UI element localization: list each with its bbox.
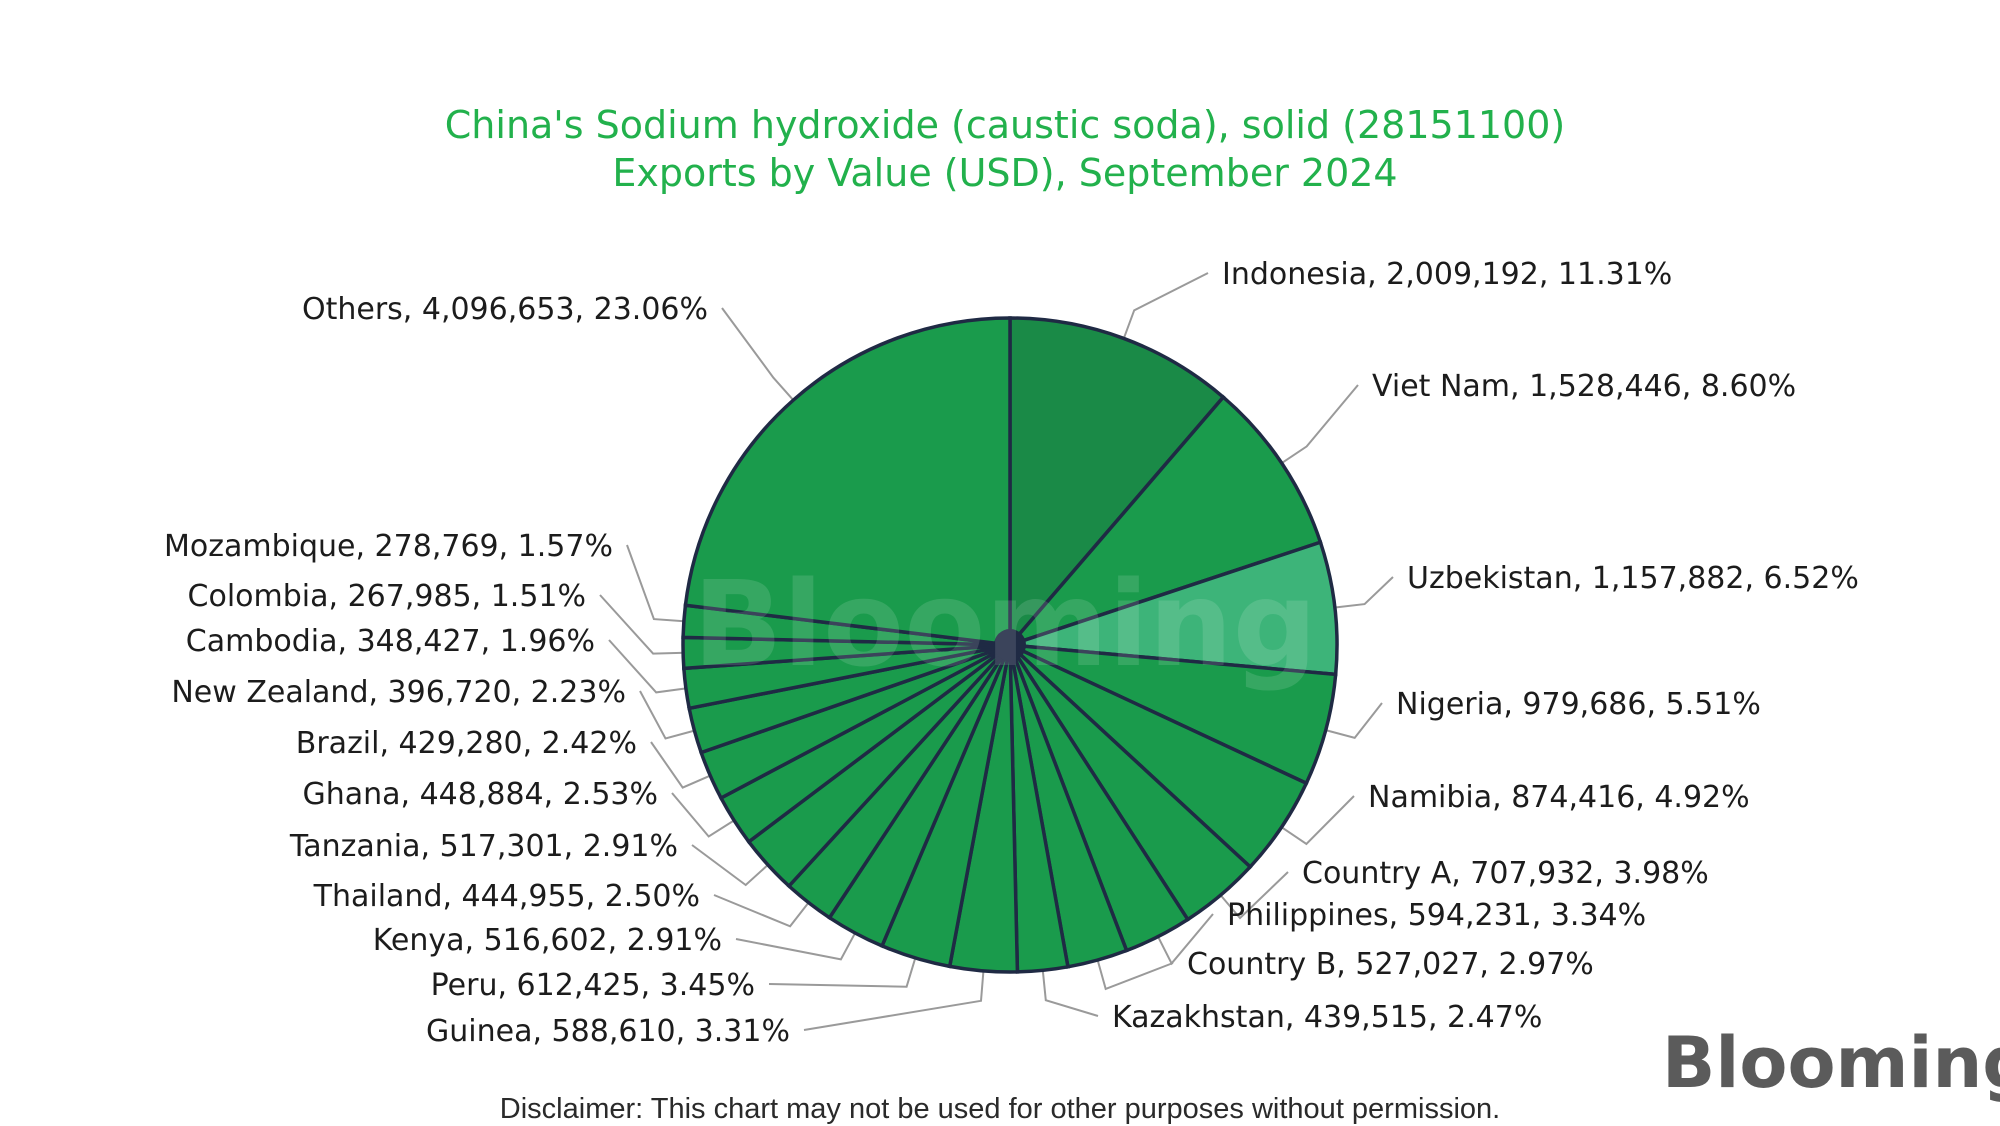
slice-label-new-zealand: New Zealand, 396,720, 2.23%	[171, 675, 626, 710]
pie-center-hub	[994, 629, 1026, 661]
leader-line-viet-nam	[1279, 384, 1359, 466]
slice-label-philippines: Philippines, 594,231, 3.34%	[1227, 898, 1646, 933]
leader-line-ghana	[671, 792, 737, 838]
slice-label-viet-nam: Viet Nam, 1,528,446, 8.60%	[1372, 369, 1796, 404]
pie-slice-indonesia	[1008, 316, 1226, 650]
slice-label-uzbekistan: Uzbekistan, 1,157,882, 6.52%	[1407, 561, 1859, 596]
leader-line-nigeria	[1323, 702, 1383, 740]
brand-logo-text: Blooming	[1662, 1022, 2000, 1104]
slice-label-kenya: Kenya, 516,602, 2.91%	[373, 923, 722, 958]
leader-line-others	[721, 307, 796, 403]
slice-label-namibia: Namibia, 874,416, 4.92%	[1368, 780, 1750, 815]
leader-lines	[599, 272, 1394, 1031]
leader-line-namibia	[1279, 795, 1355, 846]
leader-line-tanzania	[691, 844, 771, 887]
leader-line-cambodia	[608, 639, 689, 694]
pie-slice-viet-nam	[1004, 394, 1323, 649]
slice-label-peru: Peru, 612,425, 3.45%	[431, 968, 755, 1003]
slice-label-mozambique: Mozambique, 278,769, 1.57%	[164, 529, 613, 564]
leader-line-uzbekistan	[1332, 576, 1394, 609]
leader-line-kenya	[735, 930, 857, 961]
slice-labels: Indonesia, 2,009,192, 11.31% Viet Nam, 1,…	[164, 257, 1859, 1049]
leader-line-brazil	[650, 741, 713, 789]
slice-label-colombia: Colombia, 267,985, 1.51%	[188, 579, 586, 614]
chart-subtitle: Exports by Value (USD), September 2024	[612, 151, 1397, 195]
slice-label-country-b: Country B, 527,027, 2.97%	[1187, 947, 1594, 982]
leader-line-indonesia	[1122, 272, 1209, 341]
leader-line-colombia	[599, 594, 686, 655]
slice-label-others: Others, 4,096,653, 23.06%	[302, 292, 708, 327]
leader-line-country-a	[1218, 871, 1289, 920]
leader-line-thailand	[713, 894, 811, 928]
leader-line-kazakhstan	[1041, 968, 1099, 1017]
slice-label-guinea: Guinea, 588,610, 3.31%	[426, 1014, 790, 1049]
pie-slice-uzbekistan	[1009, 540, 1339, 677]
brand-logo: Blooming	[1662, 1022, 2000, 1104]
slice-label-cambodia: Cambodia, 348,427, 1.96%	[186, 624, 595, 659]
slice-label-country-a: Country A, 707,932, 3.98%	[1302, 856, 1709, 891]
slice-label-tanzania: Tanzania, 517,301, 2.91%	[289, 829, 678, 864]
slice-label-nigeria: Nigeria, 979,686, 5.51%	[1396, 687, 1761, 722]
leader-line-country-b	[1096, 957, 1174, 991]
watermark: Blooming	[693, 555, 1317, 693]
disclaimer-text: Disclaimer: This chart may not be used f…	[499, 1093, 1501, 1125]
leader-line-peru	[768, 955, 917, 988]
slice-label-indonesia: Indonesia, 2,009,192, 11.31%	[1222, 257, 1672, 292]
slice-label-ghana: Ghana, 448,884, 2.53%	[302, 777, 658, 812]
pie-slices	[681, 316, 1339, 974]
chart-title: China's Sodium hydroxide (caustic soda),…	[445, 103, 1565, 147]
pie-slice-others	[683, 316, 1012, 647]
leader-line-new-zealand	[639, 690, 697, 740]
leader-line-guinea	[803, 968, 985, 1031]
slice-label-brazil: Brazil, 429,280, 2.42%	[296, 726, 637, 761]
leader-line-mozambique	[626, 544, 686, 623]
slice-label-thailand: Thailand, 444,955, 2.50%	[313, 879, 700, 914]
slice-label-kazakhstan: Kazakhstan, 439,515, 2.47%	[1112, 1000, 1542, 1035]
